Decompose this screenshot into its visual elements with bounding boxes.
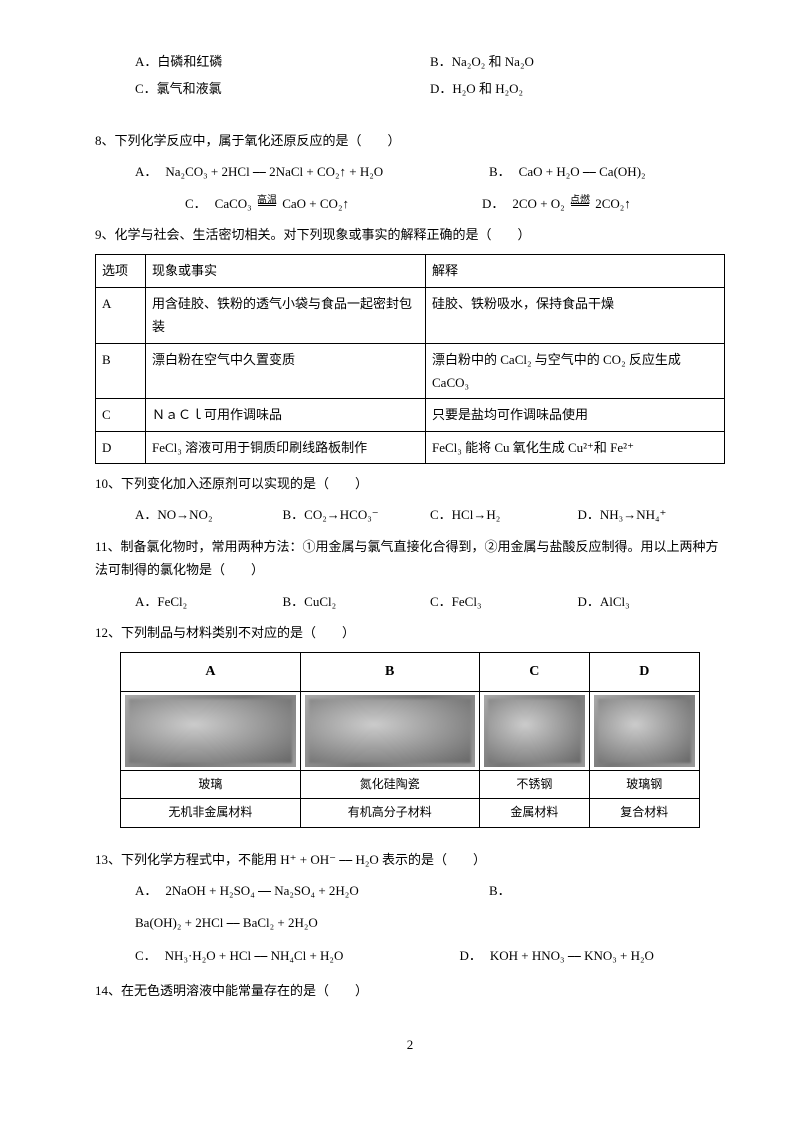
table-row: C ＮａＣｌ可用作调味品 只要是盐均可作调味品使用 — [96, 399, 725, 431]
q8-eqA: Na₂CO₃ + 2HCl ⎯⎯ 2NaCl + CO₂↑ + H₂O — [165, 160, 383, 183]
q8-labelD: D． — [482, 192, 504, 215]
q10-optA: A．NO→NO₂ — [135, 503, 283, 526]
q8-eqD: 2CO + O₂ 点燃 2CO₂↑ — [512, 192, 630, 215]
q8-eqC-right: CaO + CO₂↑ — [282, 196, 349, 211]
q8-eqD-left: 2CO + O₂ — [512, 196, 564, 211]
q13-post: 表示的是（ ） — [382, 852, 486, 867]
q12-mat3: 复合材料 — [589, 799, 699, 828]
q12-mat1: 有机高分子材料 — [300, 799, 479, 828]
table-row: D FeCl₃ 溶液可用于铜质印刷线路板制作 FeCl₃ 能将 Cu 氧化生成 … — [96, 431, 725, 463]
q12-prompt: 12、下列制品与材料类别不对应的是（ ） — [95, 621, 725, 644]
q8-labelA: A． — [135, 160, 157, 183]
q7-optC: C．氯气和液氯 — [135, 77, 430, 100]
q9-prompt: 9、化学与社会、生活密切相关。对下列现象或事实的解释正确的是（ ） — [95, 223, 725, 246]
q8-labelB: B． — [489, 160, 511, 183]
q10-optB: B．CO₂→HCO₃⁻ — [283, 503, 431, 526]
q13-labelD: D． — [460, 944, 482, 967]
q11-optC: C．FeCl₃ — [430, 590, 578, 613]
q9-r3c2: FeCl₃ 溶液可用于铜质印刷线路板制作 — [146, 431, 426, 463]
q13-eqA: 2NaOH + H₂SO₄ ⎯⎯ Na₂SO₄ + 2H₂O — [165, 879, 358, 902]
q8-eqC-left: CaCO₃ — [215, 196, 252, 211]
q12-img-ceramic — [305, 695, 475, 767]
q12-hdrD: D — [589, 653, 699, 691]
q12-hdrB: B — [300, 653, 479, 691]
q9-hdr3: 解释 — [426, 255, 725, 287]
q13-eqC: NH₃·H₂O + HCl ⎯⎯ NH₄Cl + H₂O — [165, 944, 344, 967]
q7-optD: D．H₂O 和 H₂O₂ — [430, 77, 725, 100]
q9-hdr2: 现象或事实 — [146, 255, 426, 287]
q9-r3c1: D — [96, 431, 146, 463]
q13-eq: H⁺ + OH⁻ ⎯⎯ H₂O — [280, 852, 379, 867]
page-number: 2 — [95, 1033, 725, 1056]
q12-name2: 不锈钢 — [479, 770, 589, 799]
q9-r1c1: B — [96, 343, 146, 399]
q8-eqD-cond: 点燃 — [570, 192, 590, 210]
q9-r0c1: A — [96, 287, 146, 343]
q10-prompt: 10、下列变化加入还原剂可以实现的是（ ） — [95, 472, 725, 495]
q11-optB: B．CuCl₂ — [283, 590, 431, 613]
q13-row2: C． NH₃·H₂O + HCl ⎯⎯ NH₄Cl + H₂O D． KOH +… — [95, 944, 725, 967]
q14-prompt: 14、在无色透明溶液中能常量存在的是（ ） — [95, 979, 725, 1002]
q10-options: A．NO→NO₂ B．CO₂→HCO₃⁻ C．HCl→H₂ D．NH₃→NH₄⁺ — [95, 503, 725, 526]
q8-labelC: C． — [185, 192, 207, 215]
q7-options: A．白磷和红磷 B．Na₂O₂ 和 Na₂O C．氯气和液氯 D．H₂O 和 H… — [95, 50, 725, 101]
q12-img-steel — [484, 695, 585, 767]
q13-pre: 13、下列化学方程式中，不能用 — [95, 852, 277, 867]
q11-options: A．FeCl₂ B．CuCl₂ C．FeCl₃ D．AlCl₃ — [95, 590, 725, 613]
q8-prompt: 8、下列化学反应中，属于氧化还原反应的是（ ） — [95, 129, 725, 152]
q11-prompt: 11、制备氯化物时，常用两种方法：①用金属与氯气直接化合得到，②用金属与盐酸反应… — [95, 535, 725, 582]
q12-hdrC: C — [479, 653, 589, 691]
q9-r2c3: 只要是盐均可作调味品使用 — [426, 399, 725, 431]
table-row: A 用含硅胶、铁粉的透气小袋与食品一起密封包装 硅胶、铁粉吸水，保持食品干燥 — [96, 287, 725, 343]
q13-labelA: A． — [135, 879, 157, 902]
q9-r2c2: ＮａＣｌ可用作调味品 — [146, 399, 426, 431]
q12-mat2: 金属材料 — [479, 799, 589, 828]
q12-hdrA: A — [121, 653, 300, 691]
q9-r0c2: 用含硅胶、铁粉的透气小袋与食品一起密封包装 — [146, 287, 426, 343]
q8-eqB: CaO + H₂O ⎯⎯ Ca(OH)₂ — [519, 160, 646, 183]
q13-labelB: B． — [489, 879, 511, 902]
q12-name3: 玻璃钢 — [589, 770, 699, 799]
q9-hdr1: 选项 — [96, 255, 146, 287]
q13-eqD: KOH + HNO₃ ⎯⎯ KNO₃ + H₂O — [490, 944, 654, 967]
q12-img-glass — [125, 695, 295, 767]
q11-optD: D．AlCl₃ — [578, 590, 726, 613]
q13-labelC: C． — [135, 944, 157, 967]
q8-eqC: CaCO₃ 高温 CaO + CO₂↑ — [215, 192, 349, 215]
q12-mat0: 无机非金属材料 — [121, 799, 300, 828]
q13-row1: A． 2NaOH + H₂SO₄ ⎯⎯ Na₂SO₄ + 2H₂O B． — [95, 879, 725, 902]
q11-optA: A．FeCl₂ — [135, 590, 283, 613]
q9-r1c3: 漂白粉中的 CaCl₂ 与空气中的 CO₂ 反应生成 CaCO₃ — [426, 343, 725, 399]
q9-r1c2: 漂白粉在空气中久置变质 — [146, 343, 426, 399]
q8-row1: A． Na₂CO₃ + 2HCl ⎯⎯ 2NaCl + CO₂↑ + H₂O B… — [95, 160, 725, 183]
q10-optD: D．NH₃→NH₄⁺ — [578, 503, 726, 526]
q8-row2: C． CaCO₃ 高温 CaO + CO₂↑ D． 2CO + O₂ 点燃 2C… — [95, 192, 725, 215]
q9-r0c3: 硅胶、铁粉吸水，保持食品干燥 — [426, 287, 725, 343]
q13-prompt: 13、下列化学方程式中，不能用 H⁺ + OH⁻ ⎯⎯ H₂O 表示的是（ ） — [95, 848, 725, 871]
q9-r3c3: FeCl₃ 能将 Cu 氧化生成 Cu²⁺和 Fe²⁺ — [426, 431, 725, 463]
q12-name0: 玻璃 — [121, 770, 300, 799]
q13-eqB: Ba(OH)₂ + 2HCl ⎯⎯ BaCl₂ + 2H₂O — [135, 911, 725, 934]
q8-eqD-right: 2CO₂↑ — [595, 196, 631, 211]
q7-optB: B．Na₂O₂ 和 Na₂O — [430, 50, 725, 73]
q12-img-frp — [594, 695, 695, 767]
q9-r2c1: C — [96, 399, 146, 431]
q12-table: A B C D 玻璃 氮化硅陶瓷 不锈钢 玻璃钢 无机非金属材料 有机高分子材料… — [120, 652, 700, 827]
q8-eqC-cond: 高温 — [257, 192, 277, 210]
q12-name1: 氮化硅陶瓷 — [300, 770, 479, 799]
q7-optA: A．白磷和红磷 — [135, 50, 430, 73]
q9-table: 选项 现象或事实 解释 A 用含硅胶、铁粉的透气小袋与食品一起密封包装 硅胶、铁… — [95, 254, 725, 464]
q10-optC: C．HCl→H₂ — [430, 503, 578, 526]
table-row: B 漂白粉在空气中久置变质 漂白粉中的 CaCl₂ 与空气中的 CO₂ 反应生成… — [96, 343, 725, 399]
